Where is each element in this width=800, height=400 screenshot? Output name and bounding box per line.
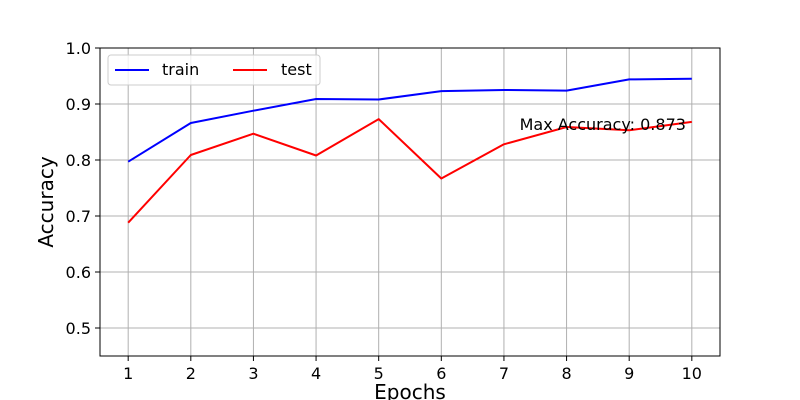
series-line-train (127, 77, 692, 163)
y-tick-label: 0.5 (66, 319, 91, 338)
y-axis-title: Accuracy (34, 156, 58, 247)
y-tick-label: 1.0 (66, 39, 91, 58)
legend-label-train: train (162, 60, 199, 79)
grid (100, 47, 720, 356)
legend-box (107, 54, 321, 86)
x-tick-label: 9 (624, 364, 634, 383)
x-tick-label: 4 (311, 364, 321, 383)
x-tick-label: 5 (374, 364, 384, 383)
x-tick-label: 2 (186, 364, 196, 383)
x-tick-label: 3 (248, 364, 258, 383)
max-accuracy-annotation: Max Accuracy: 0.873 (520, 115, 686, 134)
plot-frame (99, 47, 721, 357)
y-tick-label: 0.8 (66, 151, 91, 170)
x-tick-label: 6 (436, 364, 446, 383)
series-line-test (127, 118, 692, 224)
series-layer (127, 77, 692, 224)
y-tick-label: 0.9 (66, 95, 91, 114)
x-tick-label: 1 (123, 364, 133, 383)
ticks: 1 2 3 4 5 6 7 8 9 10 0.5 0.6 0.7 0.8 0.9 1.0 (66, 39, 702, 383)
x-tick-label: 10 (682, 364, 702, 383)
x-tick-label: 7 (499, 364, 509, 383)
y-tick-label: 0.6 (66, 263, 91, 282)
y-tick-label: 0.7 (66, 207, 91, 226)
x-axis-title: Epochs (374, 380, 446, 400)
legend: train test (107, 54, 321, 86)
x-tick-label: 8 (561, 364, 571, 383)
legend-label-test: test (281, 60, 312, 79)
